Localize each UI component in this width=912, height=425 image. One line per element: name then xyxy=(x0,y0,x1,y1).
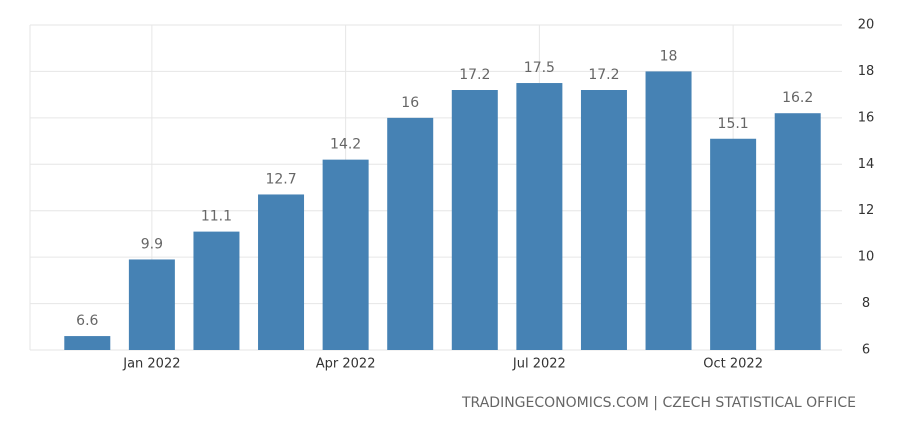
bar xyxy=(645,71,692,350)
x-tick-label: Oct 2022 xyxy=(703,357,763,372)
x-tick-label: Jul 2022 xyxy=(512,357,566,372)
value-label: 9.9 xyxy=(141,236,163,252)
y-tick-label: 8 xyxy=(862,296,870,311)
source-note: TRADINGECONOMICS.COM | CZECH STATISTICAL… xyxy=(461,395,856,411)
y-tick-label: 10 xyxy=(858,250,875,265)
bar xyxy=(580,90,627,350)
value-label: 17.5 xyxy=(524,60,555,76)
y-tick-label: 14 xyxy=(858,157,875,172)
x-tick-label: Apr 2022 xyxy=(316,357,376,372)
y-tick-label: 18 xyxy=(858,64,875,79)
y-tick-label: 20 xyxy=(858,18,875,33)
value-label: 16.2 xyxy=(782,90,813,106)
bar xyxy=(710,138,757,350)
value-label: 11.1 xyxy=(201,209,232,225)
y-tick-label: 12 xyxy=(858,203,875,218)
bar xyxy=(387,117,434,350)
value-label: 12.7 xyxy=(265,171,296,187)
y-tick-label: 16 xyxy=(858,110,875,125)
bar xyxy=(128,259,175,350)
value-label: 17.2 xyxy=(588,67,619,83)
bar xyxy=(516,83,563,351)
value-label: 14.2 xyxy=(330,137,361,153)
value-label: 16 xyxy=(401,95,419,111)
value-label: 15.1 xyxy=(718,116,749,132)
bar xyxy=(64,336,111,350)
bar xyxy=(322,159,369,350)
bar xyxy=(193,231,240,350)
bar xyxy=(774,113,821,350)
y-tick-label: 6 xyxy=(862,343,870,358)
bar xyxy=(451,90,498,350)
value-label: 6.6 xyxy=(76,313,98,329)
bar xyxy=(258,194,305,350)
x-tick-label: Jan 2022 xyxy=(122,357,180,372)
value-label: 17.2 xyxy=(459,67,490,83)
value-label: 18 xyxy=(660,48,678,64)
